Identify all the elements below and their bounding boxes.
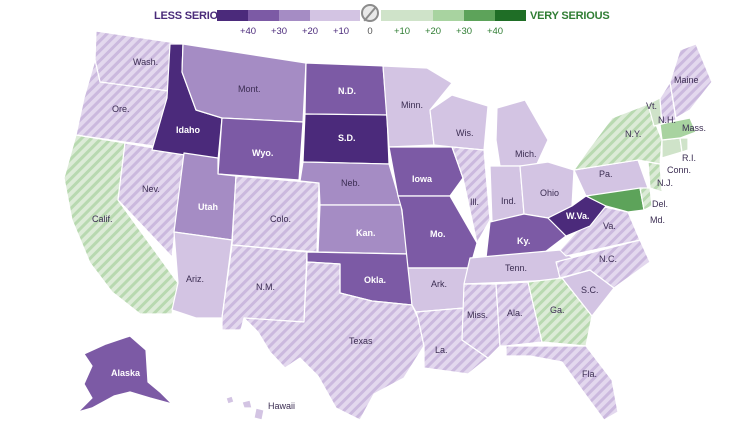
legend-swatch-less-20 (279, 10, 310, 21)
state-massachusetts[interactable] (659, 117, 697, 141)
label-alaska: Alaska (111, 368, 141, 378)
legend-tick: +10 (393, 26, 411, 37)
state-rhode-island[interactable] (679, 137, 689, 153)
legend: LESS SERIOUS VERY SERIOUS +40 +30 +20 +1… (0, 0, 747, 42)
label-alabama: Ala. (507, 308, 523, 318)
state-new-york[interactable] (573, 103, 663, 171)
state-iowa[interactable] (388, 146, 464, 197)
label-kentucky: Ky. (517, 236, 530, 246)
state-texas[interactable] (243, 261, 425, 421)
legend-swatch-very-20 (433, 10, 464, 21)
label-nevada: Nev. (142, 184, 160, 194)
legend-less-serious-label: LESS SERIOUS (154, 10, 233, 22)
label-oregon: Ore. (112, 104, 130, 114)
label-delaware: Del. (652, 199, 668, 209)
label-wisconsin: Wis. (456, 128, 474, 138)
state-alabama[interactable] (495, 281, 543, 347)
label-arkansas: Ark. (431, 279, 447, 289)
label-new-hampshire: N.H. (658, 115, 676, 125)
label-west-virginia: W.Va. (566, 211, 590, 221)
legend-tick: +30 (270, 26, 288, 37)
state-illinois[interactable] (451, 146, 491, 244)
legend-swatch-less-10 (310, 10, 360, 21)
legend-zero-knob-icon (361, 4, 379, 22)
label-wyoming: Wyo. (252, 148, 273, 158)
label-hawaii: Hawaii (268, 401, 295, 411)
state-arkansas[interactable] (407, 267, 471, 313)
legend-tick: +40 (239, 26, 257, 37)
legend-swatch-very-10 (381, 10, 433, 21)
label-montana: Mont. (238, 84, 261, 94)
label-missouri: Mo. (430, 229, 446, 239)
label-oklahoma: Okla. (364, 275, 386, 285)
legend-swatch-less-40 (217, 10, 248, 21)
state-maine[interactable] (669, 43, 713, 119)
label-louisiana: La. (435, 345, 448, 355)
label-illinois: Ill. (470, 197, 479, 207)
state-hawaii[interactable] (225, 395, 265, 421)
state-new-hampshire[interactable] (659, 81, 677, 125)
legend-swatch-very-40 (495, 10, 526, 21)
label-virginia: Va. (603, 221, 616, 231)
label-north-dakota: N.D. (338, 86, 356, 96)
state-wyoming[interactable] (217, 117, 304, 181)
legend-swatch-very-30 (464, 10, 495, 21)
label-maryland: Md. (650, 215, 665, 225)
state-georgia[interactable] (527, 277, 593, 347)
label-new-jersey: N.J. (657, 178, 673, 188)
label-florida: Fla. (582, 369, 597, 379)
label-connecticut: Conn. (667, 165, 691, 175)
label-nebraska: Neb. (341, 178, 360, 188)
label-california: Calif. (92, 214, 113, 224)
legend-tick: 0 (367, 26, 373, 37)
label-iowa: Iowa (412, 174, 433, 184)
state-indiana[interactable] (489, 165, 525, 223)
legend-tick: +40 (486, 26, 504, 37)
legend-very-serious-label: VERY SERIOUS (530, 10, 610, 22)
label-rhode-island: R.I. (682, 153, 696, 163)
label-utah: Utah (198, 202, 218, 212)
label-new-mexico: N.M. (256, 282, 275, 292)
state-connecticut[interactable] (661, 137, 683, 159)
label-massachusetts: Mass. (682, 123, 706, 133)
legend-tick: +10 (332, 26, 350, 37)
label-michigan: Mich. (515, 149, 537, 159)
label-indiana: Ind. (501, 196, 516, 206)
label-texas: Texas (349, 336, 373, 346)
legend-tick: +20 (301, 26, 319, 37)
label-vermont: Vt. (646, 101, 657, 111)
label-mississippi: Miss. (467, 310, 488, 320)
label-washington: Wash. (133, 57, 158, 67)
state-montana[interactable] (181, 43, 307, 123)
label-tennessee: Tenn. (505, 263, 527, 273)
state-maryland[interactable] (585, 187, 645, 213)
label-kansas: Kan. (356, 228, 376, 238)
label-maine: Maine (674, 75, 699, 85)
state-alaska[interactable] (77, 335, 173, 413)
label-pennsylvania: Pa. (599, 169, 613, 179)
legend-tick: +30 (455, 26, 473, 37)
state-wisconsin[interactable] (429, 94, 489, 151)
legend-tick: +20 (424, 26, 442, 37)
label-idaho: Idaho (176, 125, 201, 135)
legend-swatch-less-30 (248, 10, 279, 21)
label-south-carolina: S.C. (581, 285, 599, 295)
label-colorado: Colo. (270, 214, 291, 224)
label-south-dakota: S.D. (338, 133, 356, 143)
label-arizona: Ariz. (186, 274, 204, 284)
label-ohio: Ohio (540, 188, 559, 198)
label-georgia: Ga. (550, 305, 565, 315)
state-delaware[interactable] (639, 187, 653, 211)
label-minnesota: Minn. (401, 100, 423, 110)
state-florida[interactable] (505, 345, 619, 421)
label-new-york: N.Y. (625, 129, 641, 139)
state-mississippi[interactable] (461, 283, 501, 359)
label-north-carolina: N.C. (599, 254, 617, 264)
